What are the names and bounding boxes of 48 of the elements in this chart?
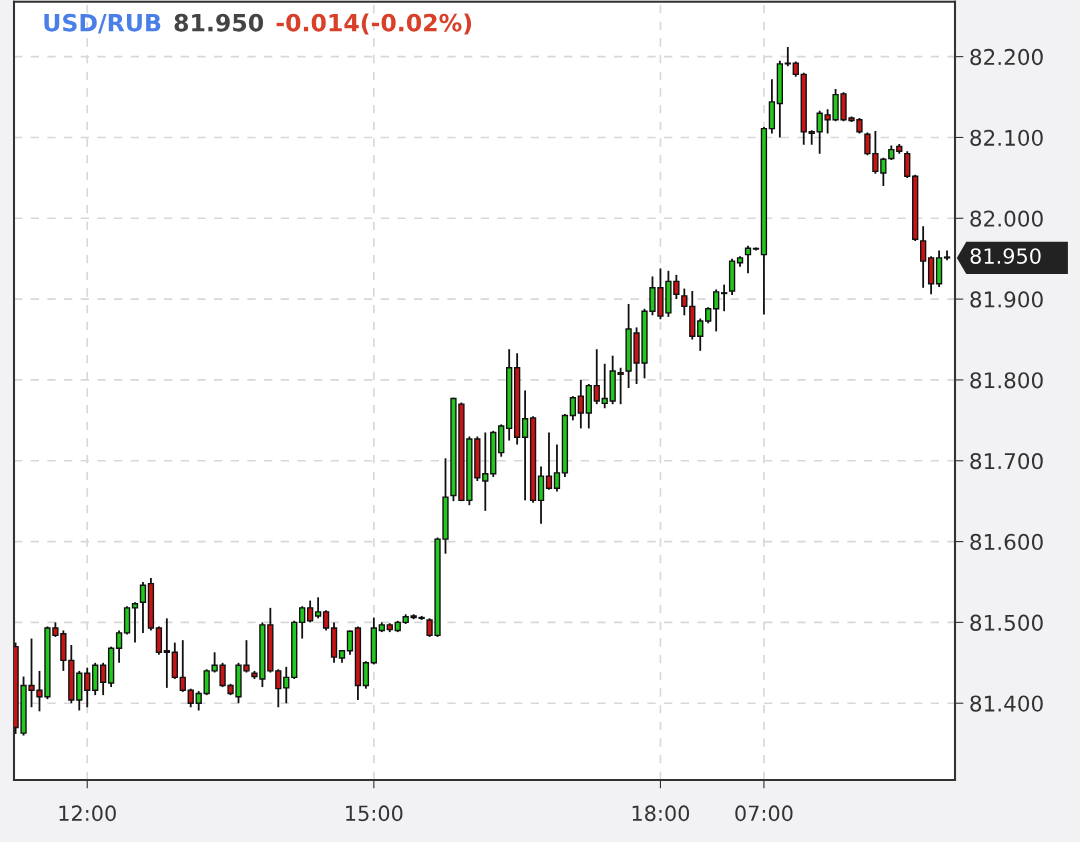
candlestick <box>697 317 704 352</box>
candlestick <box>314 596 322 620</box>
candlestick <box>919 225 927 289</box>
candlestick <box>601 362 608 410</box>
candlestick <box>593 348 600 406</box>
candlestick <box>784 46 791 68</box>
candlestick <box>362 660 370 690</box>
candlestick <box>84 666 91 709</box>
candlestick <box>713 288 720 333</box>
y-tick-label: 81.700 <box>970 452 1043 470</box>
x-tick-label: 12:00 <box>59 805 116 822</box>
annotation: -0.014(-0.02%) <box>276 13 472 35</box>
chart-title: USD/RUB <box>44 13 161 34</box>
candlestick <box>139 581 147 634</box>
candlestick <box>283 665 290 705</box>
candlestick <box>131 601 139 644</box>
x-tick-label: 07:00 <box>735 805 793 822</box>
candlestick <box>322 609 330 632</box>
candlestick <box>744 244 752 275</box>
candlestick <box>299 605 306 640</box>
y-tick-label: 82.100 <box>970 129 1043 146</box>
y-tick-label: 81.900 <box>970 291 1043 308</box>
candlestick <box>163 617 171 689</box>
candlestick <box>521 389 529 502</box>
candlestick <box>346 629 354 656</box>
candlestick <box>306 599 314 624</box>
candlestick <box>720 283 728 313</box>
y-tick-label: 81.500 <box>970 614 1043 631</box>
y-tick-label: 82.200 <box>970 48 1043 66</box>
candlestick <box>179 639 186 693</box>
candlestick <box>115 629 123 664</box>
candlestick <box>100 661 107 697</box>
candlestick <box>569 395 577 422</box>
y-tick-label: 82.000 <box>970 210 1043 227</box>
candlestick <box>187 687 194 709</box>
x-tick-label: 15:00 <box>346 805 403 822</box>
candlestick <box>545 431 553 491</box>
candlestick <box>577 379 584 430</box>
y-tick-label: 81.600 <box>970 533 1043 551</box>
candlestick <box>681 287 688 317</box>
x-tick-label: 18:00 <box>632 805 690 822</box>
y-tick-label: 81.800 <box>970 372 1043 389</box>
candlestick <box>482 431 489 512</box>
text: 81.950 <box>970 248 1041 264</box>
chart-subtitle: 81.950 <box>174 13 264 32</box>
candlestick <box>553 443 561 493</box>
y-tick-label: 81.400 <box>970 695 1043 712</box>
candlestick <box>904 150 911 179</box>
